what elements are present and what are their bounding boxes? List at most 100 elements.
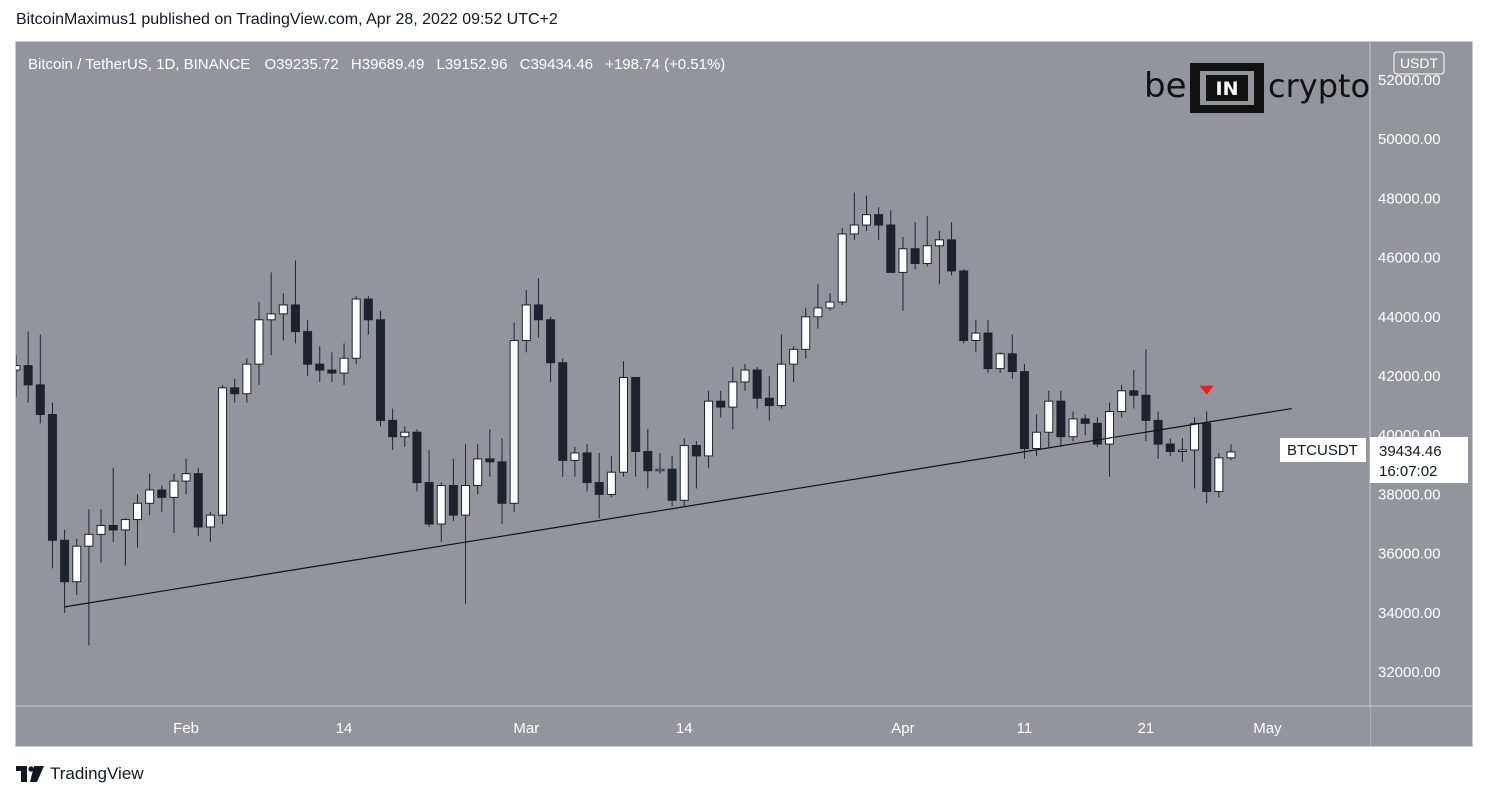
candle (461, 444, 471, 604)
candle (1141, 349, 1151, 442)
candle (533, 278, 543, 338)
candle (169, 473, 179, 533)
candle (327, 352, 337, 382)
tradingview-footer[interactable]: TradingView (16, 764, 144, 784)
time-axis[interactable]: Feb 14 Mar 14 Apr 11 21 May (173, 720, 1282, 737)
candlestick-chart[interactable]: 52000.00 50000.00 48000.00 46000.00 44000.00… (16, 42, 1472, 746)
ohlc-change: +198.74 (+0.51%) (605, 56, 725, 73)
candle-body-up (655, 468, 665, 472)
candle-body-down (1202, 422, 1212, 492)
candle (570, 447, 580, 477)
candle (242, 358, 252, 403)
candle (959, 269, 969, 344)
candle (497, 438, 507, 524)
candle-body-up (278, 304, 288, 315)
chart-panel[interactable]: 52000.00 50000.00 48000.00 46000.00 44000.00… (15, 41, 1473, 747)
candle-body-down (582, 452, 592, 484)
candle (886, 210, 896, 273)
candle-body-down (193, 473, 203, 528)
candle (934, 230, 944, 285)
candle (424, 450, 434, 527)
candle (47, 402, 57, 569)
candle-body-up (509, 339, 519, 504)
candle-body-down (716, 400, 726, 408)
candle-body-down (412, 431, 422, 484)
candle-body-up (740, 369, 750, 383)
symbol-name[interactable]: Bitcoin / TetherUS, 1D, BINANCE (28, 56, 250, 73)
currency-button-frame[interactable] (1393, 51, 1445, 75)
candle-body-up (862, 214, 871, 226)
candle-body-up (1214, 457, 1224, 492)
candle (1165, 438, 1175, 456)
currency-button[interactable]: USDT (1393, 51, 1445, 75)
candle (205, 512, 215, 542)
candle (728, 367, 738, 430)
candle-body-up (218, 387, 228, 516)
candle-body-up (619, 376, 628, 473)
price-tick-label: 34000.00 (1378, 605, 1441, 622)
candle-body-down (1153, 419, 1163, 445)
candle (400, 426, 410, 448)
time-axis-bg[interactable] (16, 707, 1370, 746)
candle-body-down (303, 331, 313, 365)
candle (825, 293, 835, 311)
candle (448, 458, 458, 522)
candle-body-down (947, 239, 957, 272)
candle-body-up (436, 485, 446, 525)
candle (23, 331, 33, 403)
candle-body-up (339, 357, 349, 374)
time-tick-label: 14 (676, 720, 693, 737)
candle-body-up (473, 458, 483, 487)
ohlc-o-value: 39235.72 (276, 56, 339, 73)
candle (1056, 390, 1066, 448)
candle (740, 364, 750, 391)
candle-body-down (485, 458, 495, 463)
candle (594, 452, 604, 519)
symbol-info: Bitcoin / TetherUS, 1D, BINANCE O39235.7… (28, 56, 725, 73)
candle-body-up (1226, 451, 1236, 459)
candle (35, 334, 45, 424)
candle (679, 438, 689, 507)
candle-body-up (1190, 422, 1200, 451)
candle (290, 260, 300, 344)
candle (619, 361, 628, 477)
price-tag-value: 39434.46 (1379, 443, 1442, 460)
candle (412, 429, 422, 492)
last-price-tag: BTCUSDT 39434.46 16:07:02 (1280, 437, 1468, 483)
price-tick-label: 36000.00 (1378, 546, 1441, 563)
ohlc-l-value: 39152.96 (445, 56, 508, 73)
ohlc-h-value: 39689.49 (362, 56, 425, 73)
time-tick-label: 11 (1017, 720, 1033, 737)
candle (509, 322, 519, 513)
candle-body-up (181, 473, 191, 482)
candle (1117, 384, 1127, 418)
candle-body-up (922, 245, 932, 265)
support-trendline[interactable] (64, 407, 1292, 608)
candle-body-up (898, 248, 908, 273)
candle-body-down (108, 524, 118, 531)
candle-body-down (376, 319, 385, 421)
currency-label[interactable]: USDT (1400, 55, 1439, 71)
candle-body-up (801, 316, 811, 350)
price-axis[interactable]: 52000.00 50000.00 48000.00 46000.00 44000.00… (1378, 72, 1441, 681)
ohlc-h-label: H (351, 56, 362, 73)
candle (1044, 390, 1054, 448)
candle-body-up (521, 304, 531, 341)
candle (60, 529, 70, 613)
candle-body-up (169, 480, 179, 498)
candle-body-down (1080, 418, 1090, 424)
candle (1007, 334, 1017, 379)
candle-body-up (849, 224, 859, 235)
candle-body-up (145, 489, 155, 504)
candle-body-down (1141, 394, 1151, 421)
candle (983, 319, 993, 374)
candle-body-up (789, 348, 799, 365)
candle (898, 236, 908, 311)
candle (1032, 414, 1042, 456)
candle-body-down (594, 482, 604, 495)
candle (473, 444, 483, 495)
candle-body-up (461, 485, 471, 516)
candle (606, 455, 616, 498)
candle-body-down (874, 214, 884, 226)
ohlc-c-value: 39434.46 (530, 56, 593, 73)
